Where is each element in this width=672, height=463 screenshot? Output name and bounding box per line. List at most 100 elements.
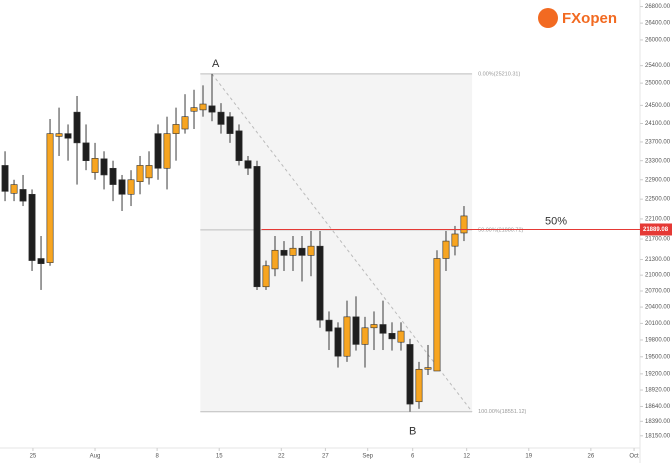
candle-body	[442, 240, 450, 259]
candle-body	[253, 166, 261, 288]
price-tag-label: 21889.08	[643, 227, 669, 233]
candle-body	[280, 249, 288, 256]
x-tick-label: 26	[588, 454, 595, 460]
candle-body	[325, 319, 333, 332]
y-tick-label: 19500.00	[645, 354, 671, 360]
candle-body	[145, 165, 153, 179]
y-tick-label: 22900.00	[645, 177, 671, 183]
candle-body	[73, 111, 81, 144]
x-tick-label: Sep	[362, 454, 373, 460]
y-tick-label: 19200.00	[645, 371, 671, 377]
candle-body	[82, 142, 90, 161]
y-tick-label: 20100.00	[645, 321, 671, 327]
candle-body	[55, 133, 63, 137]
candle-body	[379, 324, 387, 334]
candle-body	[334, 327, 342, 357]
candle-body	[127, 179, 135, 195]
x-tick-label: Aug	[90, 454, 101, 460]
candle-body	[262, 265, 270, 288]
y-tick-label: 23300.00	[645, 158, 671, 164]
candle-body	[388, 333, 396, 340]
x-tick-label: 19	[525, 454, 532, 460]
candle-body	[451, 233, 459, 247]
y-tick-label: 24500.00	[645, 103, 671, 109]
candle-body	[406, 344, 414, 405]
fib-label: 100.00%(18551.12)	[478, 409, 526, 415]
point-label: A	[212, 58, 220, 70]
y-tick-label: 18920.00	[645, 388, 671, 394]
candle-body	[91, 158, 99, 173]
candle-body	[208, 105, 216, 113]
y-tick-label: 22100.00	[645, 217, 671, 223]
y-tick-label: 26400.00	[645, 21, 671, 27]
y-tick-label: 18390.00	[645, 419, 671, 425]
candle-body	[136, 165, 144, 182]
candle-body	[19, 189, 27, 202]
price-tag	[640, 223, 672, 236]
candle-body	[343, 316, 351, 357]
y-tick-label: 21000.00	[645, 273, 671, 279]
trend-line	[211, 73, 473, 413]
candle-body	[298, 247, 306, 256]
candle-body	[1, 165, 9, 192]
y-tick-label: 20400.00	[645, 305, 671, 311]
candle-body	[37, 258, 45, 264]
y-tick-label: 21300.00	[645, 257, 671, 263]
logo-text: FXopen	[562, 10, 617, 27]
x-tick-label: Oct	[629, 454, 639, 460]
candle-body	[46, 133, 54, 263]
y-tick-label: 18640.00	[645, 404, 671, 410]
y-tick-label: 25400.00	[645, 63, 671, 69]
candle-body	[307, 245, 315, 256]
candle-body	[289, 247, 297, 256]
y-tick-label: 26800.00	[645, 4, 671, 10]
x-tick-label: 15	[216, 454, 223, 460]
y-tick-label: 24100.00	[645, 121, 671, 127]
candle-body	[172, 124, 180, 134]
y-tick-label: 21700.00	[645, 237, 671, 243]
candle-body	[460, 215, 468, 234]
candle-body	[370, 324, 378, 329]
logo-icon	[538, 8, 558, 28]
x-tick-label: 22	[278, 454, 285, 460]
candle-body	[217, 111, 225, 125]
x-tick-label: 6	[411, 454, 415, 460]
x-tick-label: 8	[155, 454, 159, 460]
x-tick-label: 25	[30, 454, 37, 460]
candle-body	[199, 103, 207, 111]
candle-body	[433, 258, 441, 372]
y-tick-label: 18150.00	[645, 433, 671, 439]
fib-zone	[200, 73, 473, 412]
fib-label: 0.00%(25210.31)	[478, 71, 520, 77]
candle-body	[271, 249, 279, 270]
y-tick-label: 20700.00	[645, 289, 671, 295]
candle-body	[28, 193, 36, 261]
y-tick-label: 22500.00	[645, 197, 671, 203]
candle-body	[397, 330, 405, 343]
x-tick-label: 27	[322, 454, 329, 460]
candle-body	[415, 368, 423, 403]
x-tick-label: 12	[463, 454, 470, 460]
candle-body	[118, 179, 126, 195]
fib-label: 50.00%(21880.72)	[478, 227, 523, 233]
y-tick-label: 26000.00	[645, 38, 671, 44]
candle-body	[424, 367, 432, 370]
y-tick-label: 25000.00	[645, 81, 671, 87]
candle-body	[244, 160, 252, 169]
y-tick-label: 19800.00	[645, 338, 671, 344]
candle-body	[361, 327, 369, 345]
point-label: B	[409, 426, 416, 438]
candle-body	[100, 158, 108, 176]
candle-body	[154, 133, 162, 169]
candle-body	[190, 107, 198, 112]
candle-body	[64, 133, 72, 139]
candle-body	[10, 184, 18, 194]
candle-body	[316, 245, 324, 321]
level-note: 50%	[545, 215, 567, 227]
candle-body	[181, 116, 189, 130]
y-tick-label: 23700.00	[645, 140, 671, 146]
candle-body	[352, 316, 360, 345]
candle-body	[235, 130, 243, 161]
candle-body	[109, 167, 117, 185]
